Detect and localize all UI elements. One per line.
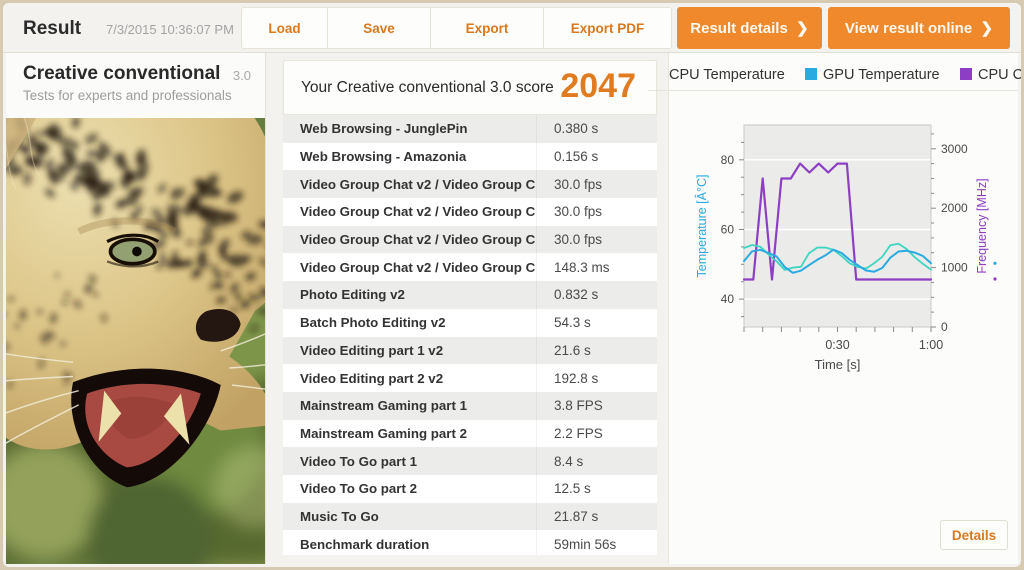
svg-text:80: 80 bbox=[721, 153, 735, 167]
svg-text:0:30: 0:30 bbox=[825, 338, 849, 352]
svg-text:0: 0 bbox=[941, 320, 948, 334]
svg-text:2000: 2000 bbox=[941, 201, 968, 215]
svg-text:1:00: 1:00 bbox=[919, 338, 943, 352]
svg-text:3000: 3000 bbox=[941, 142, 968, 156]
svg-text:1000: 1000 bbox=[941, 261, 968, 275]
svg-text:40: 40 bbox=[721, 292, 735, 306]
svg-text:Frequency [MHz]: Frequency [MHz] bbox=[975, 178, 989, 273]
svg-text:Time [s]: Time [s] bbox=[815, 357, 861, 372]
svg-text:60: 60 bbox=[721, 223, 735, 237]
svg-text:Temperature [Â°C]: Temperature [Â°C] bbox=[694, 175, 709, 278]
